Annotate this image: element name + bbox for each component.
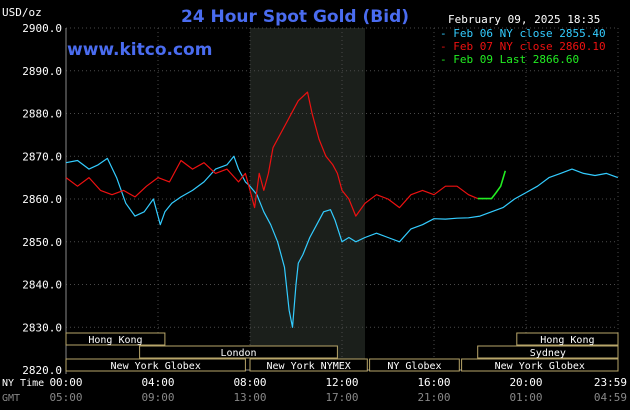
session-box — [369, 358, 460, 372]
x-tick-label: 08:00 — [233, 376, 266, 389]
session-label: London — [220, 348, 256, 359]
session-box — [65, 358, 246, 372]
y-tick-label: 2890.0 — [22, 65, 62, 78]
trading-sessions: Hong Kong Hong Kong London Sydney New York G… — [65, 332, 619, 372]
session-box — [516, 332, 619, 346]
x-tick-label: 21:00 — [417, 391, 450, 404]
series-line — [65, 155, 619, 328]
plot-area — [65, 27, 619, 374]
x-tick-label: 16:00 — [417, 376, 450, 389]
y-tick-label: 2840.0 — [22, 279, 62, 292]
y-tick-label: 2880.0 — [22, 108, 62, 121]
session-label: NY Globex — [387, 361, 441, 372]
y-tick-label: 2830.0 — [22, 321, 62, 334]
x-tick-label: 23:59 — [594, 376, 627, 389]
session-box — [461, 358, 619, 372]
y-tick-label: 2870.0 — [22, 150, 62, 163]
x-tick-label: 12:00 — [325, 376, 358, 389]
x-axis-row-label: GMT — [2, 393, 20, 404]
x-tick-label: 20:00 — [509, 376, 542, 389]
session-label: Hong Kong — [540, 335, 594, 346]
legend-entry: - Feb 09 Last 2866.60 — [440, 53, 579, 66]
legend-entry: - Feb 06 NY close 2855.40 — [440, 27, 606, 40]
session-box — [139, 345, 338, 359]
legend-entry: - Feb 07 NY close 2860.10 — [440, 40, 606, 53]
x-tick-label: 00:00 — [49, 376, 82, 389]
session-label: New York Globex — [111, 361, 201, 372]
x-tick-label: 01:00 — [509, 391, 542, 404]
series-line — [477, 170, 507, 200]
datestamp: February 09, 2025 18:35 — [448, 13, 600, 26]
x-tick-label: 04:59 — [594, 391, 627, 404]
y-axis-unit-label: USD/oz — [2, 6, 42, 19]
series-line — [65, 91, 478, 217]
price-series — [65, 91, 619, 328]
x-axis-row-label: NY Time — [2, 378, 44, 389]
x-tick-label: 13:00 — [233, 391, 266, 404]
session-box — [477, 345, 619, 359]
y-tick-label: 2860.0 — [22, 193, 62, 206]
y-axis-ticks: 2900.0 2890.0 2880.0 2870.0 2860.0 2850.0 2840… — [22, 22, 62, 377]
y-tick-label: 2900.0 — [22, 22, 62, 35]
x-tick-label: 04:00 — [141, 376, 174, 389]
y-tick-label: 2850.0 — [22, 236, 62, 249]
x-axis-ticks: NY Time 00:00 04:00 08:00 12:00 16:00 20:00 23:… — [2, 376, 627, 404]
legend: - Feb 06 NY close 2855.40- Feb 07 NY clo… — [440, 27, 606, 66]
chart-title: 24 Hour Spot Gold (Bid) — [181, 7, 409, 27]
x-tick-label: 05:00 — [49, 391, 82, 404]
source-watermark: www.kitco.com — [67, 40, 212, 60]
session-label: New York Globex — [495, 361, 585, 372]
session-box — [249, 358, 368, 372]
session-box — [65, 332, 166, 346]
shaded-session-region — [250, 28, 365, 370]
x-tick-label: 09:00 — [141, 391, 174, 404]
x-tick-label: 17:00 — [325, 391, 358, 404]
y-tick-label: 2820.0 — [22, 364, 62, 377]
session-label: New York NYMEX — [267, 361, 351, 372]
session-label: Sydney — [530, 348, 566, 359]
session-label: Hong Kong — [88, 335, 142, 346]
